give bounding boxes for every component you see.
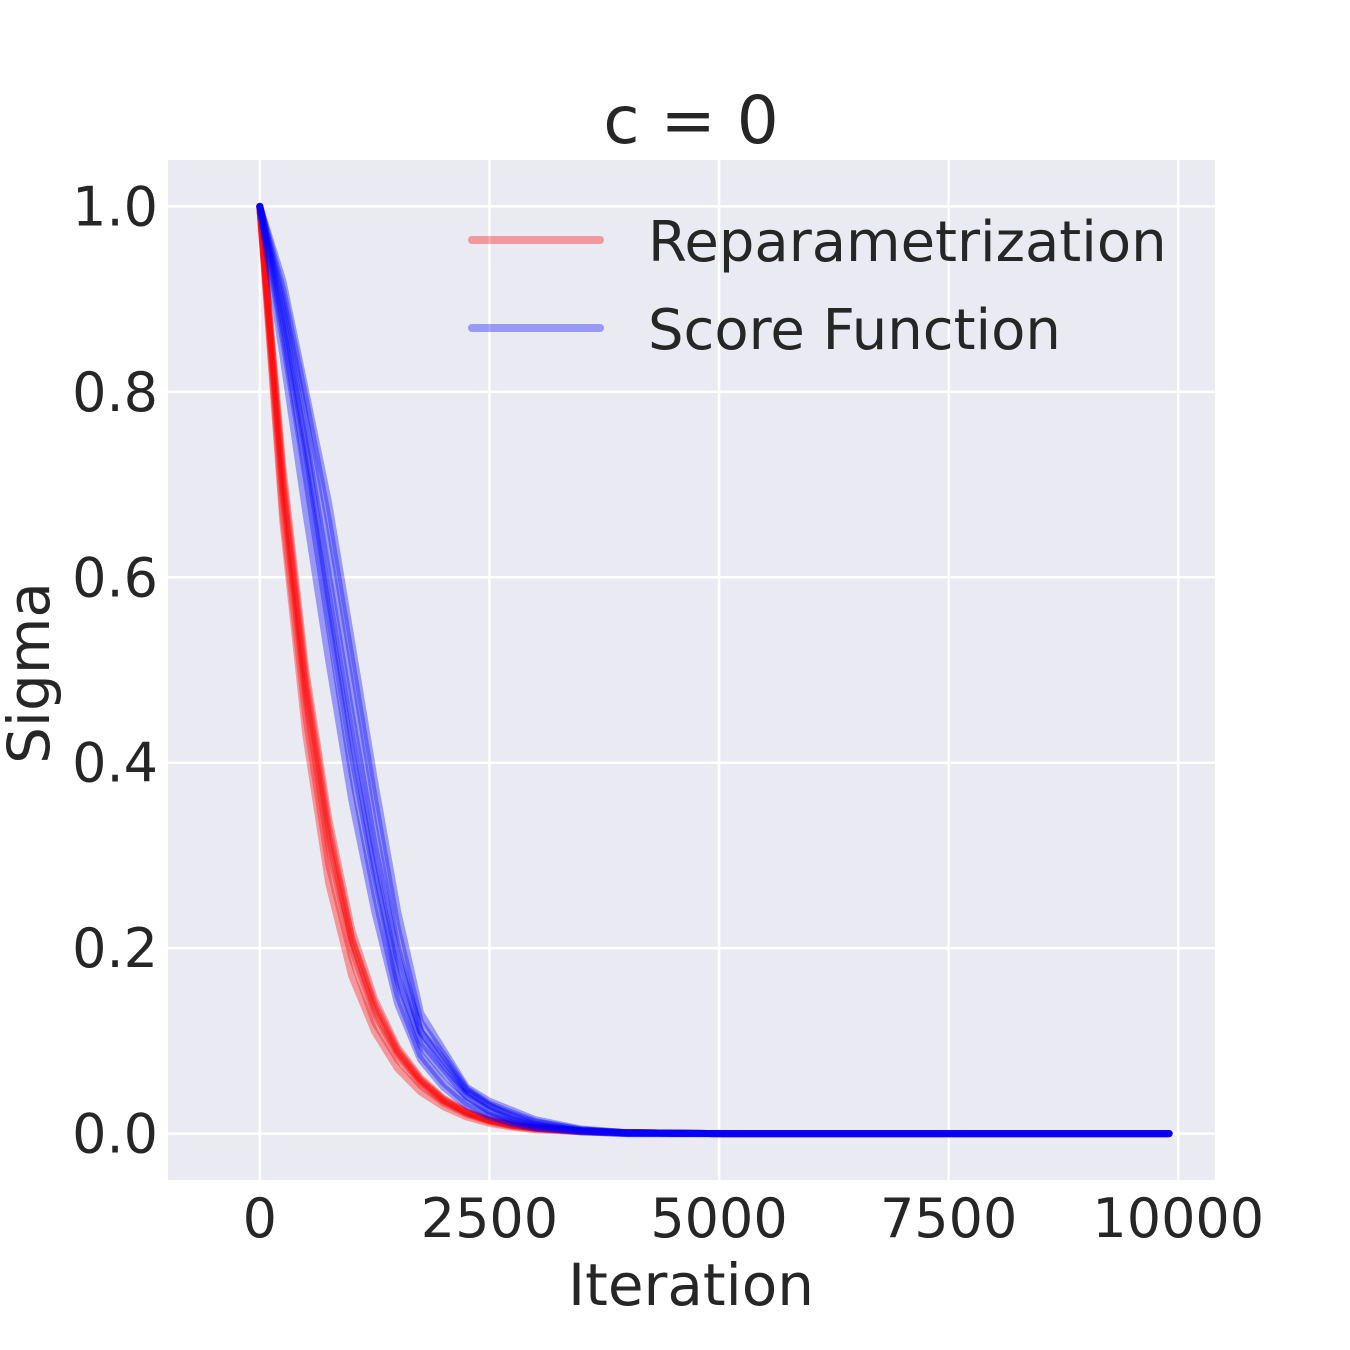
y-tick-label: 0.0 (72, 1103, 158, 1166)
series-line-9 (256, 202, 1173, 1138)
series-line-8 (256, 202, 1173, 1138)
legend: Reparametrization Score Function (468, 210, 1167, 363)
series-line-6 (256, 202, 1173, 1138)
series-line-7 (256, 202, 1173, 1138)
series-line-0 (256, 202, 1173, 1138)
x-tick-label: 7500 (880, 1187, 1017, 1250)
legend-label: Score Function (648, 298, 1061, 363)
y-tick-label: 0.6 (72, 546, 158, 609)
series-line-4 (256, 202, 1173, 1138)
series-line-5 (256, 202, 1173, 1138)
y-tick-label: 0.2 (72, 917, 158, 980)
x-axis-label: Iteration (568, 1251, 814, 1319)
series-layer (256, 202, 1173, 1138)
series-line-3 (256, 202, 1173, 1138)
x-tick-label: 10000 (1092, 1187, 1264, 1250)
x-tick-label: 2500 (421, 1187, 558, 1250)
plot-area (168, 160, 1215, 1180)
x-tick-label: 5000 (650, 1187, 787, 1250)
series-line-10 (256, 202, 1173, 1138)
series-line-2 (256, 202, 1173, 1138)
y-tick-label: 1.0 (72, 175, 158, 238)
y-axis-label: Sigma (0, 582, 63, 764)
x-tick-label: 0 (243, 1187, 277, 1250)
series-line-1 (256, 202, 1173, 1138)
x-tick-labels: 0 2500 5000 7500 10000 (243, 1187, 1264, 1250)
series-line-11 (256, 202, 1173, 1138)
series-line-13 (256, 202, 1173, 1138)
series-line-12 (256, 202, 1173, 1138)
legend-label: Reparametrization (648, 210, 1167, 275)
y-tick-label: 0.8 (72, 361, 158, 424)
grid (168, 160, 1215, 1180)
y-tick-label: 0.4 (72, 732, 158, 795)
y-tick-labels: 0.0 0.2 0.4 0.6 0.8 1.0 (72, 175, 158, 1165)
chart-title: c = 0 (603, 82, 779, 159)
